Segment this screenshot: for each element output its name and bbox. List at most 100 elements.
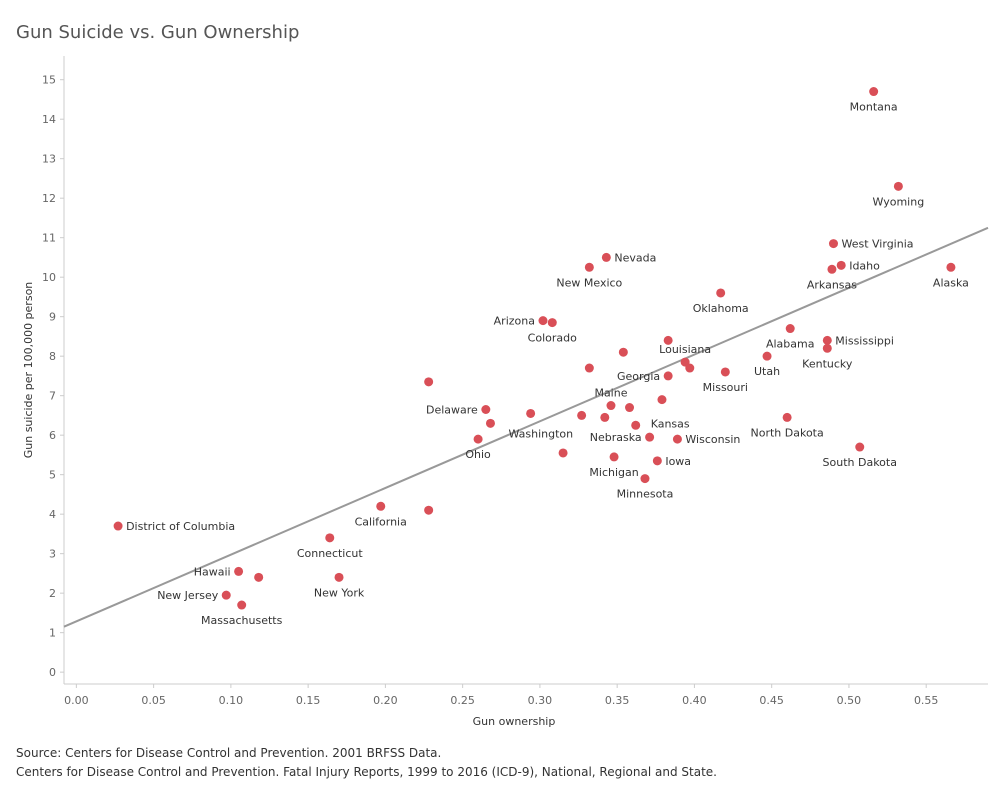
y-tick-label: 5 [49,469,56,482]
data-point[interactable] [334,572,344,582]
point-label: Iowa [665,455,691,468]
data-point[interactable] [481,404,491,414]
data-point[interactable] [822,335,832,345]
y-tick-label: 6 [49,429,56,442]
data-point[interactable] [672,434,682,444]
point-label: Utah [754,365,780,378]
point-label: New Jersey [157,589,219,602]
x-tick-label: 0.45 [759,694,784,707]
data-point[interactable] [606,401,616,411]
data-point[interactable] [869,87,879,97]
data-point[interactable] [113,521,123,531]
axes [63,56,988,685]
data-point[interactable] [762,351,772,361]
data-point[interactable] [663,371,673,381]
x-tick-label: 0.15 [296,694,321,707]
data-point[interactable] [640,474,650,484]
data-point[interactable] [325,533,335,543]
point-label: New Mexico [556,276,622,289]
point-label: District of Columbia [126,520,235,533]
point-label: Montana [850,101,898,114]
data-point[interactable] [782,412,792,422]
point-label: Ohio [465,448,491,461]
data-point[interactable] [663,335,673,345]
point-label: Maine [594,387,627,400]
x-tick-label: 0.50 [837,694,862,707]
data-point[interactable] [652,456,662,466]
point-label: Wisconsin [685,433,740,446]
data-point[interactable] [485,418,495,428]
data-point[interactable] [234,566,244,576]
point-label: New York [314,586,365,599]
y-tick-label: 13 [42,153,56,166]
data-point[interactable] [584,363,594,373]
point-label: Nebraska [590,431,642,444]
data-point[interactable] [558,448,568,458]
y-tick-label: 9 [49,311,56,324]
data-point[interactable] [473,434,483,444]
point-label: Missouri [703,381,748,394]
data-point[interactable] [547,318,557,328]
y-tick-label: 2 [49,587,56,600]
point-label: Massachusetts [201,614,283,627]
y-tick-label: 8 [49,350,56,363]
data-point[interactable] [828,239,838,249]
data-point[interactable] [855,442,865,452]
data-point[interactable] [645,432,655,442]
x-tick-label: 0.10 [219,694,244,707]
data-point[interactable] [685,363,695,373]
data-point[interactable] [785,324,795,334]
data-point[interactable] [822,343,832,353]
data-point[interactable] [827,264,837,274]
data-point[interactable] [720,367,730,377]
data-point[interactable] [600,412,610,422]
data-point[interactable] [584,262,594,272]
data-point[interactable] [237,600,247,610]
y-tick-label: 14 [42,113,56,126]
data-point[interactable] [424,505,434,515]
point-label: Kentucky [802,357,853,370]
data-point[interactable] [618,347,628,357]
data-point[interactable] [609,452,619,462]
data-points [113,87,956,610]
x-tick-label: 0.55 [914,694,939,707]
point-label: West Virginia [841,238,913,251]
data-point[interactable] [601,252,611,262]
x-tick-label: 0.40 [682,694,707,707]
x-tick-label: 0.00 [64,694,89,707]
data-point[interactable] [631,420,641,430]
data-point[interactable] [657,395,667,405]
point-label: Idaho [849,259,880,272]
point-label: Arkansas [807,278,857,291]
data-point[interactable] [376,501,386,511]
point-label: Louisiana [659,343,711,356]
data-point[interactable] [946,262,956,272]
x-tick-label: 0.35 [605,694,630,707]
data-point[interactable] [526,408,536,418]
source-line-1: Source: Centers for Disease Control and … [16,746,442,760]
data-point[interactable] [625,403,635,413]
point-label: Kansas [651,417,690,430]
point-label: Alabama [766,338,815,351]
point-label: Mississippi [835,334,894,347]
x-tick-label: 0.20 [373,694,398,707]
point-label: Colorado [528,332,577,345]
x-axis-label: Gun ownership [473,715,556,728]
source-line-2: Centers for Disease Control and Preventi… [16,765,717,779]
data-point[interactable] [221,590,231,600]
point-label: Arizona [494,315,535,328]
data-point[interactable] [424,377,434,387]
data-point[interactable] [538,316,548,326]
data-point[interactable] [716,288,726,298]
y-tick-label: 7 [49,390,56,403]
data-point[interactable] [254,572,264,582]
y-tick-label: 3 [49,548,56,561]
data-point[interactable] [577,410,587,420]
y-tick-label: 1 [49,627,56,640]
point-label: Wyoming [873,195,925,208]
x-tick-label: 0.05 [141,694,166,707]
point-label: Georgia [617,370,660,383]
data-point[interactable] [893,181,903,191]
x-ticks: 0.00 0.05 0.10 0.15 0.20 0.25 0.30 0.35 0.40 0.45… [64,684,938,707]
data-point[interactable] [836,260,846,270]
